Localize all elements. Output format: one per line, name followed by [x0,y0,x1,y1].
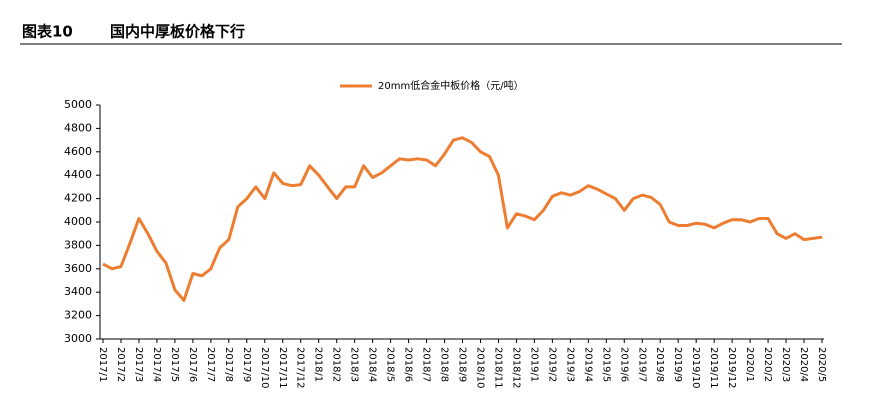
x-tick-label: 2018/3 [349,347,360,382]
series-line [102,136,823,302]
chart-title: 国内中厚板价格下行 [110,23,245,41]
x-tick-label: 2017/8 [223,347,234,382]
y-tick-label: 3000 [64,332,92,345]
y-tick-label: 4200 [64,192,92,205]
x-tick-label: 2020/1 [744,347,755,382]
x-tick-label: 2017/10 [259,347,270,389]
x-tick-label: 2017/3 [133,347,144,382]
x-tick-label: 2018/5 [385,347,396,382]
x-tick-label: 2019/4 [582,347,593,382]
x-tick-label: 2017/11 [277,347,288,389]
x-tick-label: 2018/6 [403,347,414,382]
x-tick-label: 2017/9 [241,347,252,382]
x-tick-label: 2018/10 [474,347,485,389]
y-tick-label: 3800 [64,238,92,251]
x-tick-label: 2018/12 [510,347,521,389]
x-tick-label: 2020/3 [780,347,791,382]
x-tick-label: 2018/2 [331,347,342,382]
x-tick-label: 2019/8 [654,347,665,382]
legend-label: 20mm低合金中板价格（元/吨） [378,79,524,92]
x-tick-label: 2018/8 [439,347,450,382]
x-tick-label: 2018/1 [313,347,324,382]
x-tick-label: 2017/2 [115,347,126,382]
x-tick-label: 2017/12 [295,347,306,389]
x-tick-label: 2019/5 [600,347,611,382]
x-tick-label: 2020/4 [798,347,809,382]
y-tick-label: 4400 [64,168,92,181]
x-tick-label: 2019/7 [636,347,647,382]
figure-label: 图表10 [22,23,73,41]
x-tick-label: 2020/5 [816,347,827,382]
y-tick-label: 4600 [64,145,92,158]
x-tick-label: 2017/4 [151,347,162,382]
x-tick-label: 2019/11 [708,347,719,389]
x-tick-label: 2017/1 [97,347,108,382]
x-tick-label: 2018/9 [457,347,468,382]
x-tick-label: 2019/12 [726,347,737,389]
x-tick-label: 2017/5 [169,347,180,382]
y-tick-label: 5000 [64,98,92,111]
x-tick-label: 2019/2 [546,347,557,382]
x-tick-label: 2019/6 [618,347,629,382]
x-tick-label: 2019/10 [690,347,701,389]
x-tick-label: 2018/7 [421,347,432,382]
y-tick-label: 4800 [64,121,92,134]
x-tick-label: 2018/11 [492,347,503,389]
y-tick-label: 3600 [64,262,92,275]
x-tick-label: 2019/9 [672,347,683,382]
y-tick-label: 3200 [64,309,92,322]
y-tick-label: 3400 [64,285,92,298]
x-tick-label: 2019/1 [528,347,539,382]
x-tick-label: 2020/2 [762,347,773,382]
x-tick-label: 2018/4 [367,347,378,382]
y-tick-label: 4000 [64,215,92,228]
x-tick-label: 2017/6 [187,347,198,382]
x-tick-label: 2019/3 [564,347,575,382]
x-tick-label: 2017/7 [205,347,216,382]
